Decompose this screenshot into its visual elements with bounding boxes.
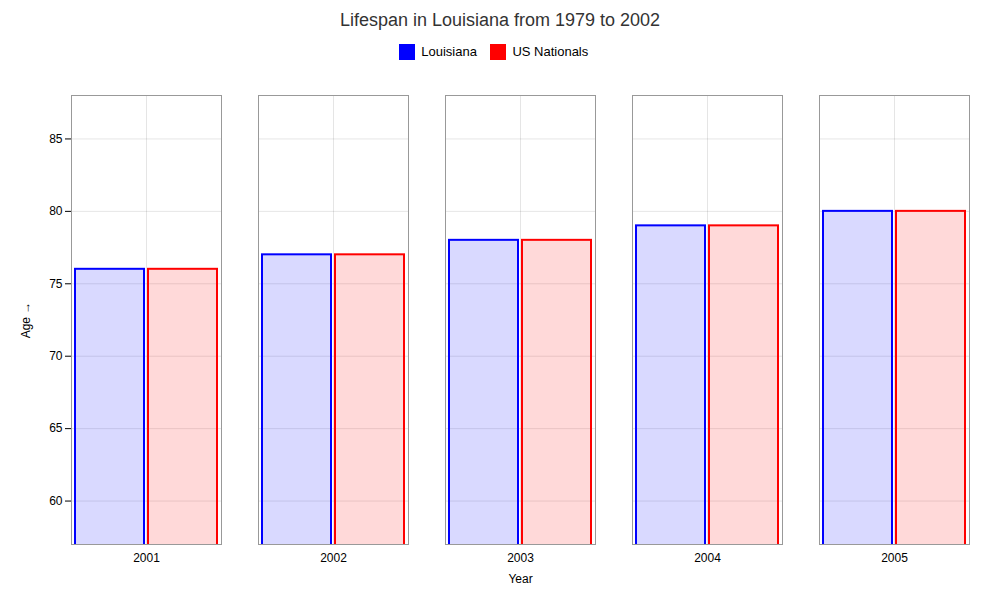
svg-text:65: 65	[49, 421, 63, 435]
svg-text:75: 75	[49, 276, 63, 290]
svg-text:2001: 2001	[133, 551, 160, 565]
svg-text:Year: Year	[508, 571, 532, 585]
html-text:Lifespan in Louisiana from 197: Lifespan in Louisiana from 1979 to 2002	[339, 10, 661, 30]
svg-text:2003: 2003	[507, 551, 534, 565]
svg-text:2002: 2002	[320, 551, 347, 565]
svg-text:2004: 2004	[694, 551, 721, 565]
svg-text:2005: 2005	[881, 551, 908, 565]
html-text:US Nationals: US Nationals	[512, 44, 589, 59]
svg-text:80: 80	[49, 204, 63, 218]
svg-text:70: 70	[49, 349, 63, 363]
svg-text:85: 85	[49, 131, 63, 145]
html-text:Louisiana: Louisiana	[421, 44, 477, 59]
svg-text:60: 60	[49, 493, 63, 507]
svg-text:Age →: Age →	[19, 301, 33, 338]
